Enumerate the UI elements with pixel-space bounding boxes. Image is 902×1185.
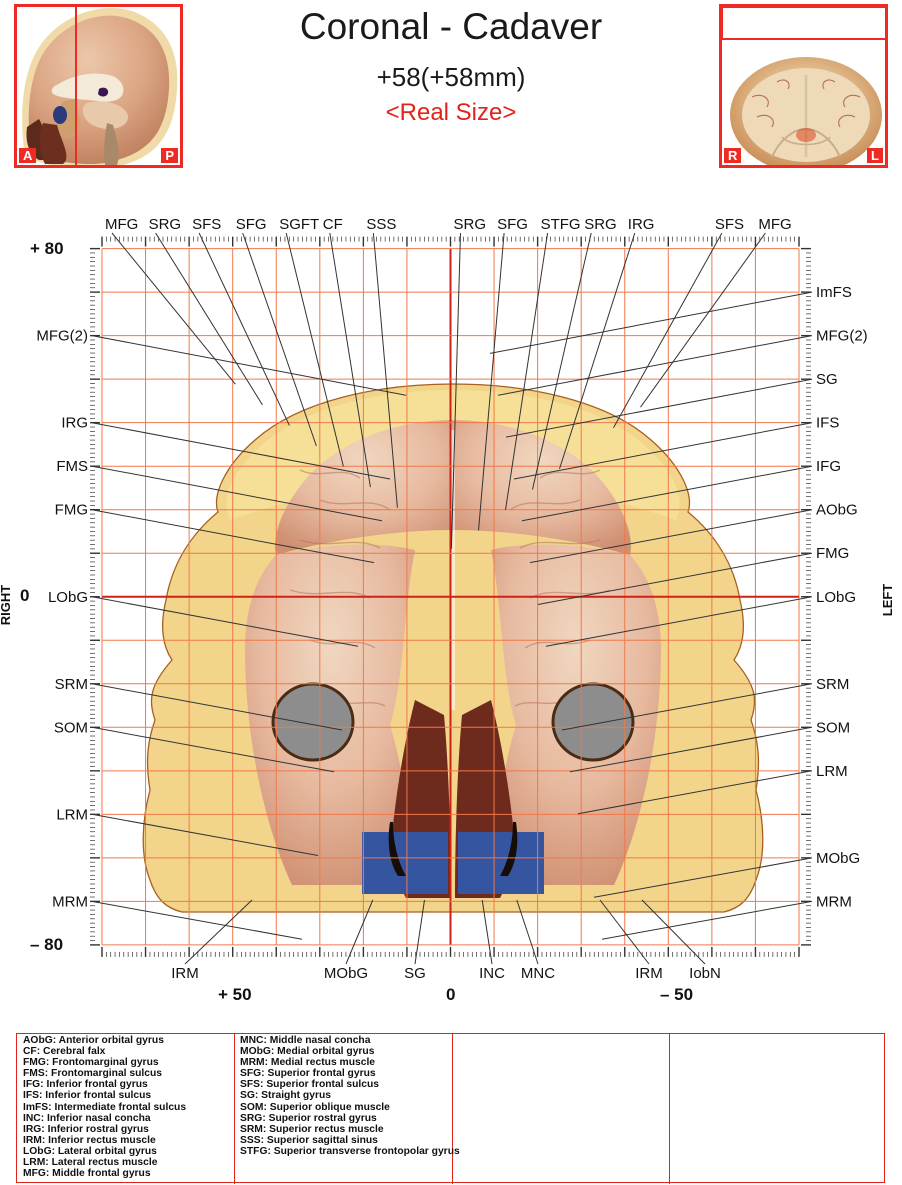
- svg-text:LObG: LObG: [48, 589, 88, 606]
- svg-text:IFS: IFS: [816, 415, 839, 432]
- svg-text:+ 50: + 50: [218, 985, 252, 1004]
- svg-text:ImFS: ImFS: [816, 284, 852, 301]
- svg-text:LObG: LObG: [816, 589, 856, 606]
- svg-text:0: 0: [446, 985, 455, 1004]
- svg-text:MObG: MObG: [816, 850, 860, 867]
- svg-text:IFG: IFG: [816, 458, 841, 475]
- svg-text:MFG: MFG: [105, 216, 138, 233]
- svg-text:SOM: SOM: [816, 719, 850, 736]
- svg-text:SSS: SSS: [366, 216, 396, 233]
- svg-text:IobN: IobN: [689, 965, 721, 982]
- svg-text:– 50: – 50: [660, 985, 693, 1004]
- svg-text:MFG(2): MFG(2): [36, 328, 88, 345]
- svg-text:FMG: FMG: [816, 545, 849, 562]
- svg-text:SG: SG: [816, 371, 838, 388]
- svg-text:MRM: MRM: [52, 893, 88, 910]
- svg-text:MFG(2): MFG(2): [816, 328, 868, 345]
- svg-text:SRM: SRM: [55, 676, 88, 693]
- svg-text:IRG: IRG: [61, 415, 88, 432]
- svg-text:SRG: SRG: [149, 216, 182, 233]
- svg-text:SOM: SOM: [54, 719, 88, 736]
- svg-text:IRM: IRM: [171, 965, 199, 982]
- svg-text:SFG: SFG: [497, 216, 528, 233]
- svg-text:LRM: LRM: [56, 806, 88, 823]
- svg-text:RIGHT: RIGHT: [0, 585, 13, 626]
- svg-text:SFS: SFS: [715, 216, 744, 233]
- svg-text:SFS: SFS: [192, 216, 221, 233]
- svg-text:IRM: IRM: [635, 965, 663, 982]
- svg-text:FMG: FMG: [55, 502, 88, 519]
- svg-text:MObG: MObG: [324, 965, 368, 982]
- svg-text:LRM: LRM: [816, 763, 848, 780]
- svg-text:SGFT: SGFT: [279, 216, 319, 233]
- svg-text:FMS: FMS: [56, 458, 88, 475]
- svg-text:CF: CF: [323, 216, 343, 233]
- svg-text:STFG: STFG: [541, 216, 581, 233]
- svg-text:SRM: SRM: [816, 676, 849, 693]
- svg-text:AObG: AObG: [816, 502, 858, 519]
- svg-text:INC: INC: [479, 965, 505, 982]
- svg-text:0: 0: [20, 586, 29, 605]
- svg-text:SRG: SRG: [584, 216, 617, 233]
- svg-text:LEFT: LEFT: [880, 584, 895, 617]
- svg-text:IRG: IRG: [628, 216, 655, 233]
- svg-text:SRG: SRG: [454, 216, 487, 233]
- svg-text:MRM: MRM: [816, 893, 852, 910]
- svg-text:+ 80: + 80: [30, 239, 64, 258]
- svg-text:– 80: – 80: [30, 935, 63, 954]
- svg-text:MFG: MFG: [758, 216, 791, 233]
- svg-text:SG: SG: [404, 965, 426, 982]
- svg-text:MNC: MNC: [521, 965, 555, 982]
- svg-text:SFG: SFG: [236, 216, 267, 233]
